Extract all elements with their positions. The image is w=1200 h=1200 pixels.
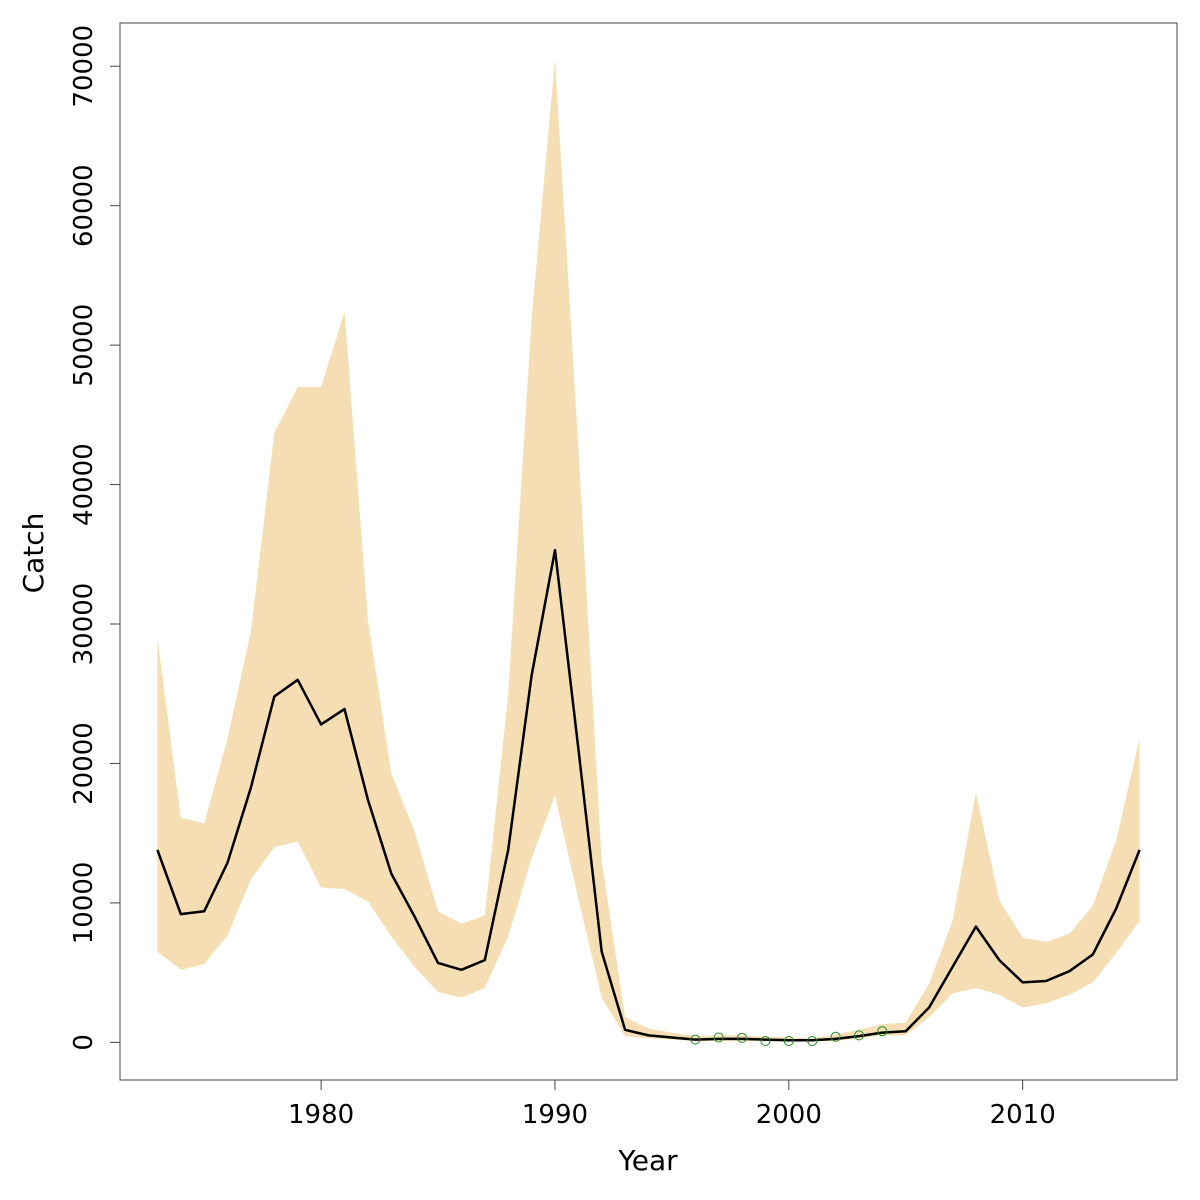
x-tick-label: 1990 bbox=[522, 1100, 588, 1130]
observed-point bbox=[877, 1026, 888, 1037]
y-axis: 0 10000 20000 30000 40000 50000 60000 70000 bbox=[69, 25, 120, 1051]
observed-point bbox=[854, 1030, 864, 1041]
y-tick-label: 0 bbox=[69, 1034, 99, 1051]
confidence-band bbox=[157, 59, 1140, 1042]
y-tick-label: 20000 bbox=[69, 722, 99, 805]
observed-point bbox=[830, 1031, 841, 1042]
y-tick-label: 70000 bbox=[69, 25, 99, 108]
y-tick-label: 40000 bbox=[69, 443, 99, 526]
y-tick-label: 30000 bbox=[69, 583, 99, 666]
y-tick-label: 10000 bbox=[69, 862, 99, 945]
x-axis-title: Year bbox=[617, 1144, 678, 1177]
x-axis: 1980 1990 2000 2010 bbox=[288, 1080, 1056, 1130]
observed-point bbox=[737, 1032, 747, 1043]
plot-frame bbox=[119, 22, 1178, 1081]
y-tick-label: 50000 bbox=[69, 304, 99, 387]
observed-point bbox=[690, 1034, 701, 1045]
observed-point bbox=[760, 1036, 771, 1046]
catch-line bbox=[156, 548, 1141, 1042]
catch-line-layer bbox=[156, 548, 1141, 1042]
x-tick-label: 2000 bbox=[756, 1100, 822, 1130]
x-tick-label: 1980 bbox=[288, 1100, 354, 1130]
observed-point bbox=[807, 1036, 818, 1046]
observed-points-layer bbox=[690, 1026, 888, 1046]
observed-point bbox=[783, 1036, 794, 1046]
y-axis-title: Catch bbox=[17, 513, 50, 594]
observed-point bbox=[713, 1032, 724, 1043]
y-tick-label: 60000 bbox=[69, 164, 99, 247]
confidence-band-layer bbox=[157, 59, 1140, 1042]
x-tick-label: 2010 bbox=[990, 1100, 1056, 1130]
